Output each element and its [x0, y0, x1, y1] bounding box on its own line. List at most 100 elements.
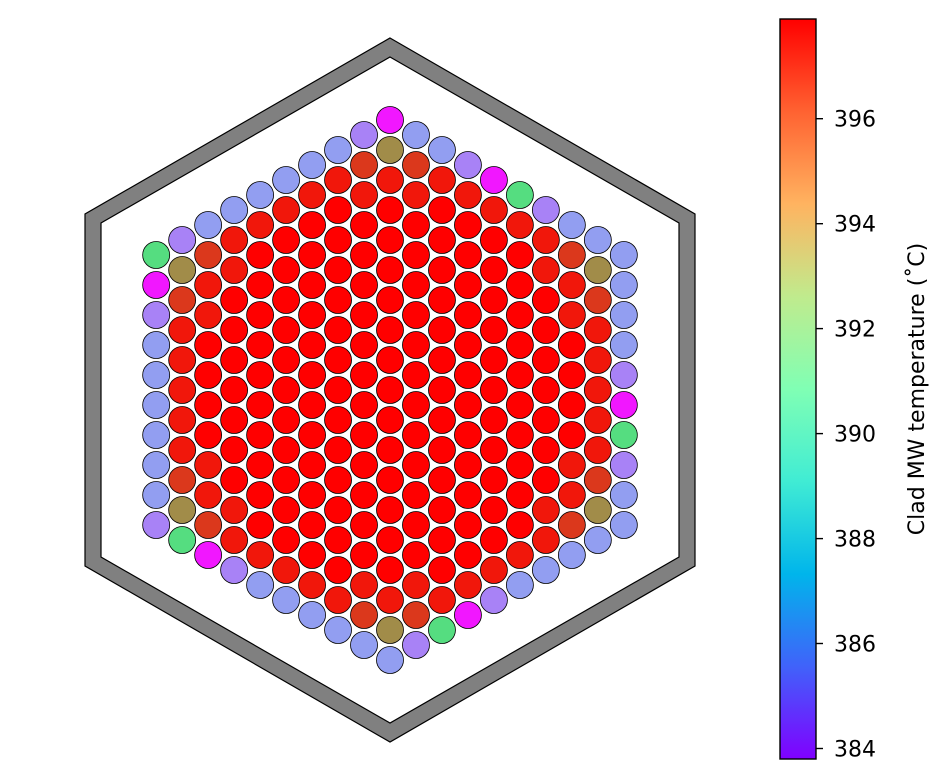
fuel-pin	[246, 511, 275, 539]
fuel-pin	[506, 181, 534, 209]
fuel-pin	[402, 301, 430, 329]
colorbar-ticks: 384 386 388 390 392 394 396	[816, 108, 876, 763]
fuel-pin	[376, 196, 404, 224]
fuel-pin	[376, 136, 404, 164]
fuel-pin	[350, 121, 378, 149]
fuel-pin	[272, 286, 300, 314]
fuel-pin	[454, 391, 482, 419]
fuel-pin	[272, 526, 300, 554]
fuel-pin	[324, 526, 352, 554]
fuel-pin	[220, 406, 249, 434]
fuel-pin	[142, 391, 171, 419]
fuel-pin	[454, 481, 482, 509]
fuel-pin	[376, 376, 404, 404]
colorbar-gradient-bar	[779, 18, 817, 760]
fuel-pin	[168, 466, 197, 494]
fuel-pin	[557, 391, 586, 419]
fuel-pin	[506, 301, 534, 329]
fuel-pin	[531, 466, 560, 494]
fuel-pin	[376, 526, 404, 554]
fuel-pin	[324, 166, 352, 194]
fuel-pin	[324, 556, 352, 584]
fuel-pin	[350, 211, 378, 239]
fuel-pin	[272, 196, 300, 224]
fuel-pin	[272, 586, 300, 614]
fuel-pin	[194, 541, 223, 569]
fuel-pin	[194, 481, 223, 509]
fuel-pin	[583, 406, 612, 434]
fuel-pin	[272, 166, 300, 194]
fuel-pin	[609, 481, 638, 509]
colorbar-tick-label: 396	[834, 108, 876, 133]
fuel-pin	[272, 316, 300, 344]
fuel-pin	[246, 331, 275, 359]
fuel-pin	[142, 331, 171, 359]
fuel-pin	[246, 571, 275, 599]
fuel-pin	[557, 361, 586, 389]
fuel-pin	[609, 451, 638, 479]
fuel-pin	[324, 196, 352, 224]
fuel-pin	[220, 526, 249, 554]
fuel-pin	[376, 106, 404, 134]
fuel-pin	[298, 601, 326, 629]
fuel-pin	[428, 406, 456, 434]
fuel-pin	[402, 391, 430, 419]
fuel-pin	[583, 436, 612, 464]
fuel-pin	[506, 451, 534, 479]
fuel-pin	[454, 271, 482, 299]
fuel-pin	[506, 361, 534, 389]
fuel-pin	[557, 211, 586, 239]
fuel-pin	[298, 211, 326, 239]
fuel-pin	[609, 241, 638, 269]
fuel-pin	[480, 226, 508, 254]
fuel-pin	[350, 271, 378, 299]
fuel-pin	[583, 466, 612, 494]
fuel-pin	[194, 421, 223, 449]
fuel-pin	[298, 541, 326, 569]
fuel-pin	[454, 451, 482, 479]
fuel-pin	[506, 391, 534, 419]
fuel-pin	[609, 301, 638, 329]
fuel-pin	[350, 421, 378, 449]
fuel-pin	[142, 481, 171, 509]
fuel-pin	[480, 586, 508, 614]
fuel-pin	[428, 466, 456, 494]
fuel-pin	[609, 391, 638, 419]
fuel-pin	[376, 286, 404, 314]
fuel-pin	[506, 241, 534, 269]
fuel-pin	[246, 391, 275, 419]
fuel-pin	[298, 391, 326, 419]
fuel-pin	[298, 151, 326, 179]
fuel-pin	[557, 481, 586, 509]
fuel-pin	[272, 436, 300, 464]
fuel-pin	[168, 376, 197, 404]
fuel-pin	[454, 571, 482, 599]
fuel-pin	[376, 466, 404, 494]
fuel-pin	[194, 331, 223, 359]
fuel-pin	[454, 331, 482, 359]
fuel-pin	[609, 271, 638, 299]
fuel-pin	[376, 256, 404, 284]
fuel-pin	[402, 601, 430, 629]
fuel-pin	[246, 481, 275, 509]
fuel-pin	[246, 271, 275, 299]
fuel-pin	[298, 571, 326, 599]
colorbar-tick-label: 388	[834, 528, 876, 553]
fuel-pin	[583, 286, 612, 314]
fuel-pin	[246, 301, 275, 329]
fuel-pin	[480, 466, 508, 494]
fuel-pin	[402, 451, 430, 479]
fuel-pin	[142, 451, 171, 479]
fuel-pin	[376, 226, 404, 254]
fuel-pin	[454, 541, 482, 569]
fuel-pin	[298, 361, 326, 389]
fuel-pin	[376, 556, 404, 584]
fuel-pin	[480, 376, 508, 404]
fuel-pin	[142, 301, 171, 329]
fuel-pin	[272, 376, 300, 404]
fuel-pin	[142, 271, 171, 299]
fuel-pin	[194, 391, 223, 419]
fuel-pin	[376, 346, 404, 374]
fuel-pin	[454, 601, 482, 629]
